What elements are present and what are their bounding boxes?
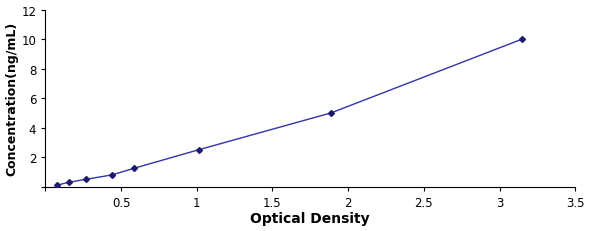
Y-axis label: Concentration(ng/mL): Concentration(ng/mL) <box>5 22 18 176</box>
X-axis label: Optical Density: Optical Density <box>251 212 370 225</box>
